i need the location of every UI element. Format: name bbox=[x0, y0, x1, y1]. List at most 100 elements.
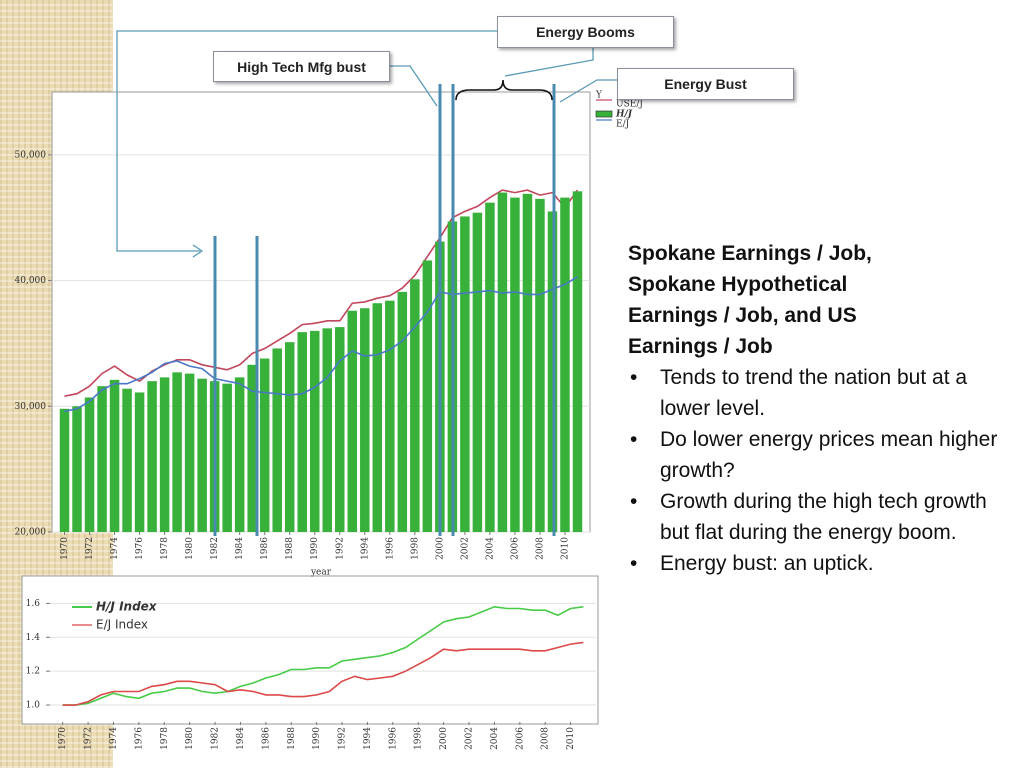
bullet-list: Tends to trend the nation but at a lower… bbox=[628, 362, 1003, 579]
x-tick-label: 1994 bbox=[363, 727, 373, 750]
bar bbox=[360, 308, 370, 532]
x-tick-label: 2000 bbox=[439, 727, 449, 750]
bar bbox=[147, 381, 157, 532]
x-tick-label: 2006 bbox=[510, 537, 520, 560]
y-tick-label: 50,000 bbox=[15, 150, 47, 160]
x-tick-label: 1994 bbox=[360, 537, 370, 560]
x-tick-label: 1974 bbox=[110, 537, 120, 560]
legend-label: USE/J bbox=[616, 100, 643, 110]
x-tick-label: 1990 bbox=[312, 727, 322, 750]
callout: Energy Booms bbox=[497, 16, 674, 48]
x-tick-label: 2002 bbox=[465, 727, 475, 750]
x-tick-label: 1986 bbox=[261, 727, 271, 750]
bar bbox=[122, 388, 132, 532]
line bbox=[64, 276, 578, 413]
callout: Energy Bust bbox=[617, 68, 794, 100]
x-tick-label: 1984 bbox=[236, 727, 246, 750]
connector bbox=[116, 30, 497, 252]
annotation-lines bbox=[213, 84, 556, 536]
legend-label: E/J bbox=[616, 120, 630, 130]
x-tick-label: 1996 bbox=[388, 727, 398, 750]
x-tick-label: 1992 bbox=[338, 727, 348, 750]
x-tick-label: 2008 bbox=[541, 727, 551, 750]
x-tick-label: 1998 bbox=[410, 537, 420, 560]
x-tick-label: 1990 bbox=[310, 537, 320, 560]
bar bbox=[184, 373, 195, 532]
bar bbox=[109, 379, 120, 532]
bar bbox=[335, 327, 345, 532]
callout: High Tech Mfg bust bbox=[213, 51, 390, 82]
bar bbox=[59, 408, 70, 532]
bullet: Do lower energy prices mean higher growt… bbox=[628, 424, 1003, 486]
y-tick-label: 1.6 bbox=[26, 599, 41, 609]
bar bbox=[97, 386, 107, 532]
x-tick-label: 2004 bbox=[490, 727, 500, 750]
x-tick-label: 2008 bbox=[535, 537, 545, 560]
x-tick-label: 1974 bbox=[109, 727, 119, 750]
bar bbox=[410, 279, 420, 532]
connector bbox=[390, 65, 438, 107]
bar bbox=[284, 342, 295, 532]
bar bbox=[422, 260, 433, 532]
y-tick-label: 20,000 bbox=[15, 528, 47, 538]
bar bbox=[560, 197, 570, 532]
y-tick-label: 1.0 bbox=[26, 701, 41, 711]
bar bbox=[572, 191, 583, 533]
bar bbox=[134, 392, 145, 532]
x-tick-label: 1988 bbox=[285, 537, 295, 560]
x-tick-label: 1976 bbox=[135, 537, 145, 560]
bar bbox=[522, 193, 533, 533]
x-tick-label: 1972 bbox=[85, 537, 95, 560]
x-tick-label: 1988 bbox=[287, 727, 297, 750]
x-tick-label: 1998 bbox=[414, 727, 424, 750]
y-tick-label: 30,000 bbox=[15, 402, 47, 412]
x-axis-label: year bbox=[310, 568, 332, 578]
heading: Spokane Earnings / Job, Spokane Hypothet… bbox=[628, 242, 872, 358]
bar bbox=[322, 328, 333, 532]
bar bbox=[247, 364, 257, 532]
x-tick-label: 1978 bbox=[160, 727, 170, 750]
bar bbox=[385, 300, 395, 532]
x-tick-label: 1984 bbox=[235, 537, 245, 560]
y-tick-label: 1.2 bbox=[26, 667, 40, 677]
bar bbox=[309, 330, 320, 532]
x-tick-label: 1978 bbox=[160, 537, 170, 560]
x-tick-label: 1980 bbox=[185, 727, 195, 750]
x-tick-label: 2004 bbox=[485, 537, 495, 560]
bar bbox=[510, 197, 520, 532]
y-tick-label: 1.4 bbox=[26, 633, 41, 643]
x-tick-label: 1992 bbox=[335, 537, 345, 560]
bar bbox=[547, 211, 558, 532]
bar bbox=[222, 383, 232, 532]
arrow-head bbox=[192, 244, 204, 258]
notes: Spokane Earnings / Job, Spokane Hypothet… bbox=[628, 238, 1003, 579]
x-tick-label: 1996 bbox=[385, 537, 395, 560]
x-tick-label: 2006 bbox=[515, 727, 525, 750]
x-tick-label: 1970 bbox=[58, 727, 68, 750]
x-tick-label: 1976 bbox=[134, 727, 144, 750]
chart-layer: 1.0 1.2 1.4 1.6 1970 1972 1974 1976 1978 1980 1982… bbox=[26, 599, 596, 750]
legend-label: H/J bbox=[615, 110, 633, 120]
bar bbox=[535, 198, 545, 532]
legend-swatch bbox=[595, 110, 613, 118]
bar bbox=[472, 212, 483, 532]
bar bbox=[372, 303, 383, 532]
bar bbox=[485, 202, 495, 532]
line bbox=[62, 641, 584, 706]
bar bbox=[460, 216, 470, 532]
x-tick-label: 1980 bbox=[185, 537, 195, 560]
x-tick-label: 2010 bbox=[566, 727, 576, 750]
bar bbox=[197, 378, 207, 532]
brace bbox=[455, 79, 553, 101]
y-tick-label: 40,000 bbox=[15, 276, 47, 286]
y-axis-label: Y bbox=[595, 91, 603, 101]
x-tick-label: 1970 bbox=[60, 537, 70, 560]
x-tick-label: 1982 bbox=[211, 727, 221, 750]
bullet: Tends to trend the nation but at a lower… bbox=[628, 362, 1003, 424]
x-tick-label: 2010 bbox=[560, 537, 570, 560]
bar bbox=[84, 397, 95, 532]
legend-label: H/J Index bbox=[96, 600, 158, 614]
bar bbox=[272, 348, 282, 532]
bar bbox=[72, 406, 82, 532]
